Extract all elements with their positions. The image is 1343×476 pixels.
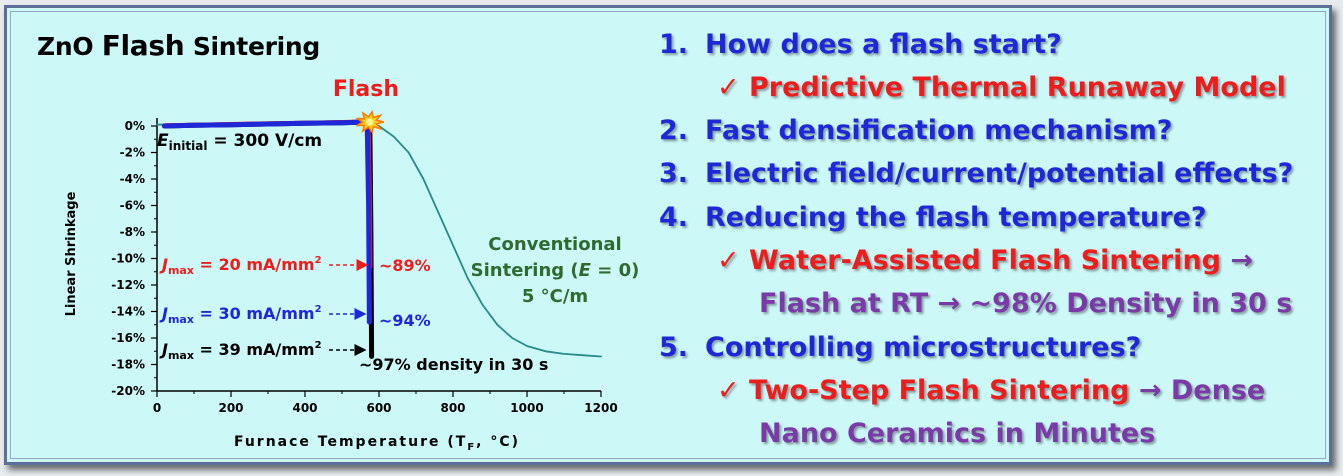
question-5-number: 5. (659, 332, 689, 363)
question-4-number: 4. (659, 202, 689, 233)
j39-label: Jmax = 39 mA/mm2 (159, 340, 322, 362)
j30-subscript: max (168, 313, 194, 326)
slide-inner-border (10, 11, 1326, 459)
question-5-text: Controlling microstructures? (705, 332, 1142, 363)
x-axis-label: Furnace Temperature (TF, °C) (234, 434, 520, 453)
j39-value: = 39 mA/mm (194, 340, 315, 359)
j20-value: = 20 mA/mm (194, 255, 315, 274)
shrinkage-chart: 0% -2% -4% -6% -8% -10% -12% -14% -16% -18% -20% 0 2… (64, 77, 640, 453)
x-tick-label: 600 (366, 401, 391, 415)
j20-subscript: max (168, 264, 194, 277)
answer-5-line-1: ✓ Two-Step Flash Sintering → Dense (717, 375, 1265, 407)
y-tick-label: -2% (120, 146, 145, 160)
y-tick-label: -10% (111, 252, 145, 266)
question-3-text: Electric field/current/potential effects… (705, 158, 1294, 189)
j39-symbol: J (159, 340, 168, 359)
flash-burst-icon (356, 109, 384, 135)
question-2-number: 2. (659, 115, 689, 146)
y-tick-label: -20% (111, 384, 145, 398)
conventional-label-3: 5 °C/m (522, 286, 588, 307)
e-initial-symbol: E (157, 131, 169, 151)
x-axis-label-end: , °C) (476, 434, 520, 450)
j30-superscript: 2 (315, 304, 322, 315)
y-tick-label: -18% (111, 358, 145, 372)
p97-label: ~97% density in 30 s (359, 355, 548, 374)
y-tick-label: -16% (111, 331, 145, 345)
question-2: 2. Fast densification mechanism? (659, 115, 1172, 147)
conventional-label-1: Conventional (488, 234, 621, 255)
question-4: 4. Reducing the flash temperature? (659, 202, 1207, 234)
conventional-label-2: Sintering (E = 0) (471, 260, 640, 281)
question-3: 3. Electric field/current/potential effec… (659, 158, 1293, 190)
j39-superscript: 2 (315, 340, 322, 351)
y-tick-label: -14% (111, 305, 145, 319)
answer-1: ✓ Predictive Thermal Runaway Model (717, 72, 1286, 103)
question-2-text: Fast densification mechanism? (705, 115, 1173, 146)
chart-title: ZnO Flash Sintering (37, 29, 320, 62)
answer-4-arrow: → (1221, 245, 1254, 276)
y-tick-label: -8% (120, 225, 145, 239)
answer-4-check-icon: ✓ (717, 245, 750, 276)
flash-label: Flash (333, 77, 399, 102)
answer-4-line-2: Flash at RT → ~98% Density in 30 s (759, 288, 1293, 319)
title-main: Flash (101, 29, 185, 62)
p94-label: ~94% (379, 311, 431, 330)
x-tick-label: 400 (292, 401, 317, 415)
y-tick-label: -4% (120, 172, 145, 186)
y-tick-label: -6% (120, 199, 145, 213)
x-tick-label: 200 (218, 401, 243, 415)
y-axis-label: Linear Shrinkage (64, 191, 79, 316)
y-tick-label: -12% (111, 278, 145, 292)
title-prefix: ZnO (37, 32, 102, 61)
j30-value: = 30 mA/mm (194, 304, 315, 323)
p89-label: ~89% (379, 256, 431, 275)
e-initial-subscript: initial (169, 139, 208, 153)
e-initial-value: = 300 V/cm (207, 131, 322, 151)
y-tick-label: 0% (125, 119, 145, 133)
x-tick-label: 1000 (510, 401, 543, 415)
question-1-text: How does a flash start? (705, 29, 1062, 60)
j20-superscript: 2 (315, 255, 322, 266)
x-tick-label: 0 (153, 401, 161, 415)
conventional-label-2a: Sintering ( (471, 260, 579, 281)
answer-4-line-1: ✓ Water-Assisted Flash Sintering → (717, 245, 1253, 277)
answer-5-line-2: Nano Ceramics in Minutes (759, 418, 1156, 449)
chart-axes: 0% -2% -4% -6% -8% -10% -12% -14% -16% -18% -20% 0 2… (111, 118, 618, 415)
question-1: 1. How does a flash start? (659, 29, 1062, 61)
x-axis-label-sub: F (467, 442, 476, 453)
conventional-label-2b: = 0) (591, 260, 639, 281)
answer-5-check-icon: ✓ (717, 375, 750, 406)
e-initial-label: Einitial = 300 V/cm (157, 131, 322, 153)
j39-subscript: max (168, 349, 194, 362)
series-line-4 (161, 119, 372, 325)
conventional-label-2e: E (579, 260, 592, 281)
question-5: 5. Controlling microstructures? (659, 332, 1141, 364)
answer-4-highlight: Water-Assisted Flash Sintering (749, 245, 1221, 276)
x-tick-label: 800 (440, 401, 465, 415)
j30-label: Jmax = 30 mA/mm2 (159, 304, 322, 326)
question-1-number: 1. (659, 29, 689, 60)
title-suffix: Sintering (184, 32, 320, 61)
j20-label: Jmax = 20 mA/mm2 (159, 255, 322, 277)
question-4-text: Reducing the flash temperature? (705, 202, 1207, 233)
answer-5-rest: → Dense (1129, 375, 1266, 406)
j20-symbol: J (159, 255, 168, 274)
chart-series-group (156, 119, 602, 359)
x-tick-label: 1200 (584, 401, 617, 415)
answer-5-highlight: Two-Step Flash Sintering (749, 375, 1130, 406)
flash-burst-core (366, 118, 374, 126)
x-axis-label-main: Furnace Temperature (T (234, 434, 467, 450)
question-3-number: 3. (659, 158, 689, 189)
slide-panel: ZnO Flash Sintering 0% -2% -4% -6% -8% -10% -1… (4, 5, 1332, 465)
j30-symbol: J (159, 304, 168, 323)
